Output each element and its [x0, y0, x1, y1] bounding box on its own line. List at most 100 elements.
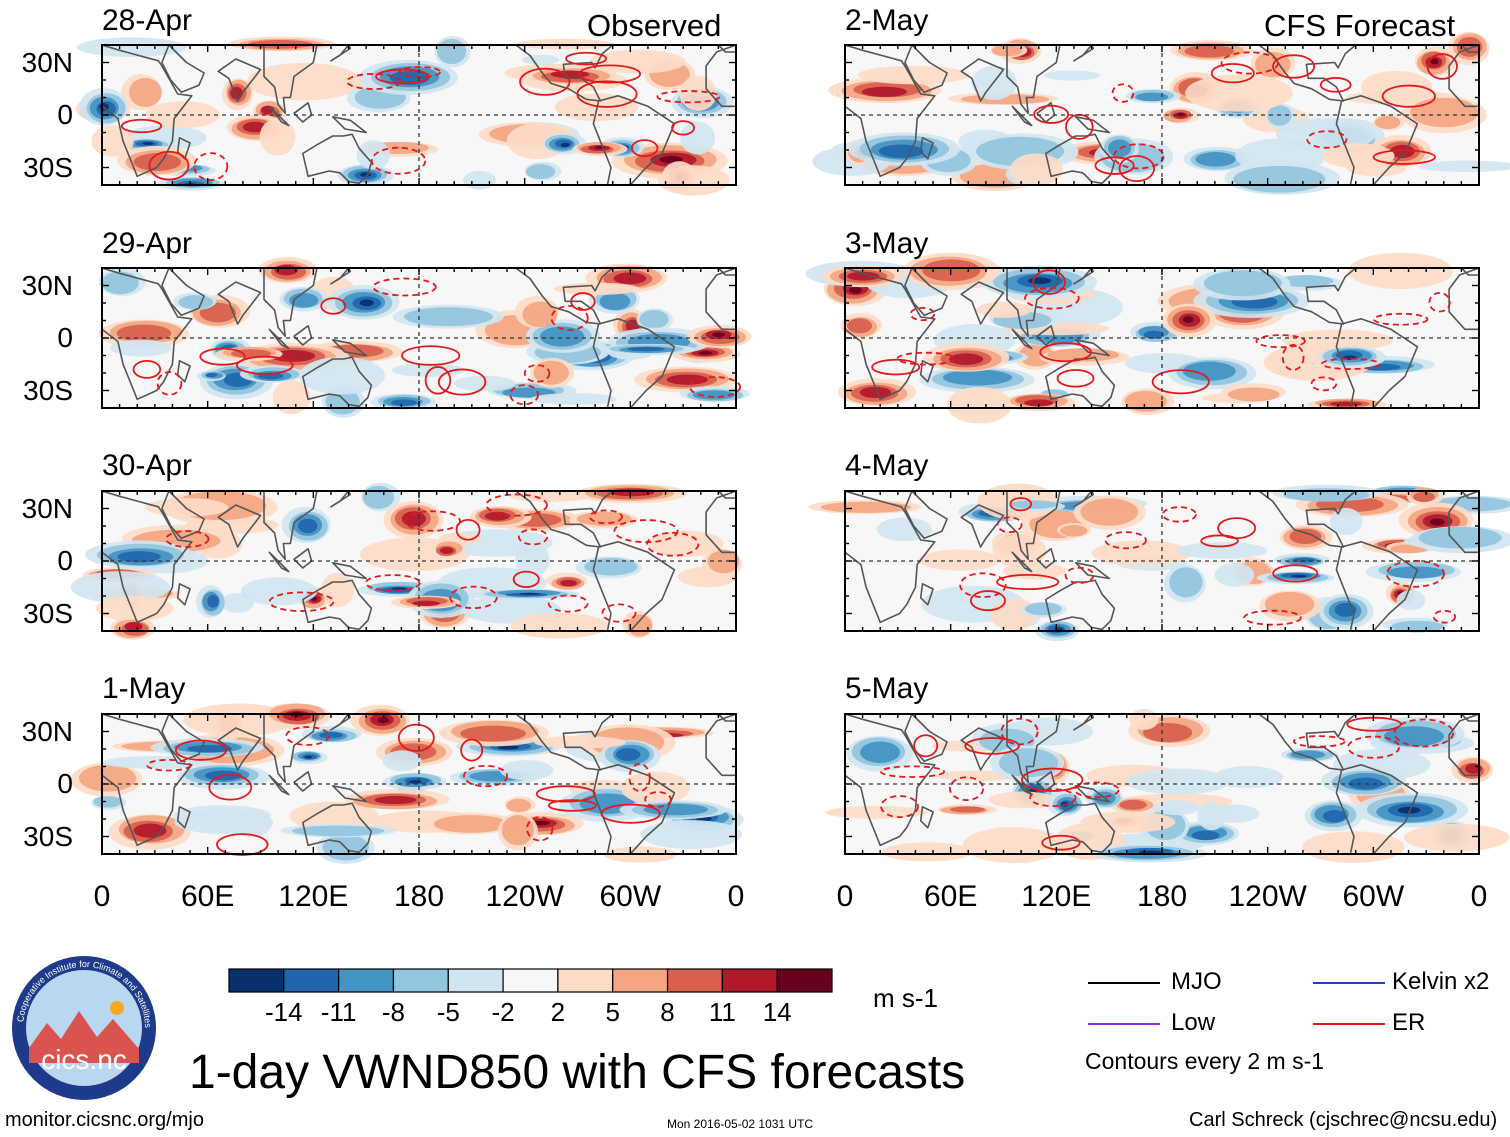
- longitude-tick-label: 180: [393, 880, 445, 913]
- colorbar-units: m s-1: [873, 983, 938, 1013]
- longitude-tick-label: 60W: [599, 880, 662, 913]
- footer-url[interactable]: monitor.cicsnc.org/mjo: [5, 1109, 204, 1131]
- tick-marks: [844, 713, 1480, 855]
- colorbar-level-label: -8: [381, 997, 406, 1027]
- tick-marks: [101, 44, 737, 186]
- panel-date-label: 29-Apr: [102, 227, 193, 260]
- tick-marks: [101, 713, 737, 855]
- colorbar-level-label: 14: [762, 997, 792, 1027]
- legend-line-low: [1088, 1023, 1160, 1025]
- colorbar-swatch: [447, 968, 504, 993]
- colorbar-swatch: [338, 968, 395, 993]
- colorbar-swatch: [666, 968, 723, 993]
- longitude-tick-label: 0: [836, 880, 854, 913]
- map-panel-4: [812, 31, 1510, 195]
- coastlines: [844, 44, 1480, 186]
- latitude-tick-label: 0: [57, 322, 73, 353]
- longitude-tick-label: 60E: [180, 880, 235, 913]
- tick-marks: [101, 490, 737, 632]
- map-panel-5: [805, 252, 1480, 424]
- colorbar-level-label: 11: [708, 997, 736, 1027]
- anomaly-field: [825, 708, 1510, 864]
- panel-date-label: 3-May: [845, 227, 929, 260]
- legend-label: ER: [1392, 1009, 1426, 1036]
- contour-note: Contours every 2 m s-1: [1085, 1048, 1325, 1074]
- longitude-tick-label: 0: [1470, 880, 1488, 913]
- anomaly-field: [75, 35, 734, 196]
- legend-line-kelvin-x2: [1313, 982, 1385, 984]
- latitude-tick-label: 30N: [21, 270, 73, 301]
- longitude-tick-label: 120W: [485, 880, 564, 913]
- colorbar-swatch: [776, 968, 833, 993]
- map-panel-1: [98, 257, 752, 418]
- longitude-tick-label: 60W: [1342, 880, 1405, 913]
- logo-sun: [110, 1001, 124, 1015]
- map-panel-6: [808, 483, 1510, 642]
- panel-date-label: 1-May: [102, 672, 186, 705]
- cics-logo: Cooperative Institute for Climate and Sa…: [12, 956, 156, 1100]
- longitude-tick-label: 0: [727, 880, 745, 913]
- er-contours: [959, 497, 1457, 626]
- colorbar-level-label: -14: [265, 997, 303, 1027]
- longitude-tick-label: 120E: [278, 880, 349, 913]
- latitude-tick-label: 30S: [23, 375, 73, 406]
- anomaly-field: [805, 252, 1453, 424]
- colorbar-swatch: [612, 968, 669, 993]
- colorbar-level-label: -5: [436, 997, 460, 1027]
- latitude-tick-label: 30N: [21, 47, 73, 78]
- logo-wordmark: cics.nc: [41, 1044, 127, 1075]
- panel-date-label: 2-May: [845, 4, 929, 37]
- colorbar-level-label: 5: [605, 997, 620, 1027]
- tick-marks: [101, 267, 737, 409]
- longitude-tick-label: 60E: [923, 880, 978, 913]
- colorbar-swatch: [392, 968, 449, 993]
- colorbar-swatch: [721, 968, 778, 993]
- panel-date-label: 5-May: [845, 672, 929, 705]
- map-panel-2: [70, 482, 742, 640]
- colorbar-swatch: [502, 968, 559, 993]
- footer-credit: Carl Schreck (cjschrec@ncsu.edu): [1189, 1109, 1498, 1131]
- legend-label: Low: [1171, 1009, 1216, 1036]
- main-title: 1-day VWND850 with CFS forecasts: [189, 1046, 966, 1099]
- colorbar-swatch: [228, 968, 285, 993]
- footer-timestamp: Mon 2016-05-02 1031 UTC: [667, 1117, 814, 1131]
- latitude-tick-label: 30S: [23, 821, 73, 852]
- anomaly-field: [70, 482, 742, 640]
- anomaly-field: [812, 31, 1510, 195]
- latitude-tick-label: 30S: [23, 598, 73, 629]
- colorbar-swatch: [557, 968, 614, 993]
- tick-marks: [844, 267, 1480, 409]
- legend-label: Kelvin x2: [1392, 968, 1490, 995]
- er-contours: [146, 723, 672, 856]
- map-panel-3: [70, 703, 744, 865]
- longitude-tick-label: 120E: [1021, 880, 1092, 913]
- latitude-tick-label: 30N: [21, 493, 73, 524]
- panel-date-label: 30-Apr: [102, 449, 193, 482]
- colorbar-swatch: [283, 968, 340, 993]
- map-panel-7: [825, 708, 1510, 864]
- latitude-tick-label: 30N: [21, 716, 73, 747]
- er-contours: [120, 51, 721, 181]
- colorbar-level-label: 8: [660, 997, 675, 1027]
- legend-label: MJO: [1171, 968, 1222, 995]
- er-contours: [132, 277, 742, 406]
- observed-column-title: Observed: [587, 8, 722, 43]
- panel-date-label: 28-Apr: [102, 4, 193, 37]
- latitude-tick-label: 30S: [23, 152, 73, 183]
- longitude-tick-label: 0: [93, 880, 111, 913]
- legend-line-mjo: [1088, 982, 1160, 984]
- er-contours: [1033, 51, 1458, 183]
- colorbar-level-label: -11: [320, 997, 357, 1027]
- forecast-column-title: CFS Forecast: [1264, 8, 1456, 43]
- anomaly-field: [98, 257, 752, 418]
- latitude-tick-label: 0: [57, 99, 73, 130]
- latitude-tick-label: 0: [57, 768, 73, 799]
- colorbar-level-label: 2: [550, 997, 566, 1027]
- longitude-tick-label: 120W: [1228, 880, 1307, 913]
- map-panel-0: [75, 35, 737, 196]
- logo-mountains: [29, 1011, 139, 1063]
- coastlines: [101, 44, 737, 186]
- panel-date-label: 4-May: [845, 449, 929, 482]
- legend-line-er: [1313, 1023, 1385, 1025]
- tick-marks: [844, 490, 1480, 632]
